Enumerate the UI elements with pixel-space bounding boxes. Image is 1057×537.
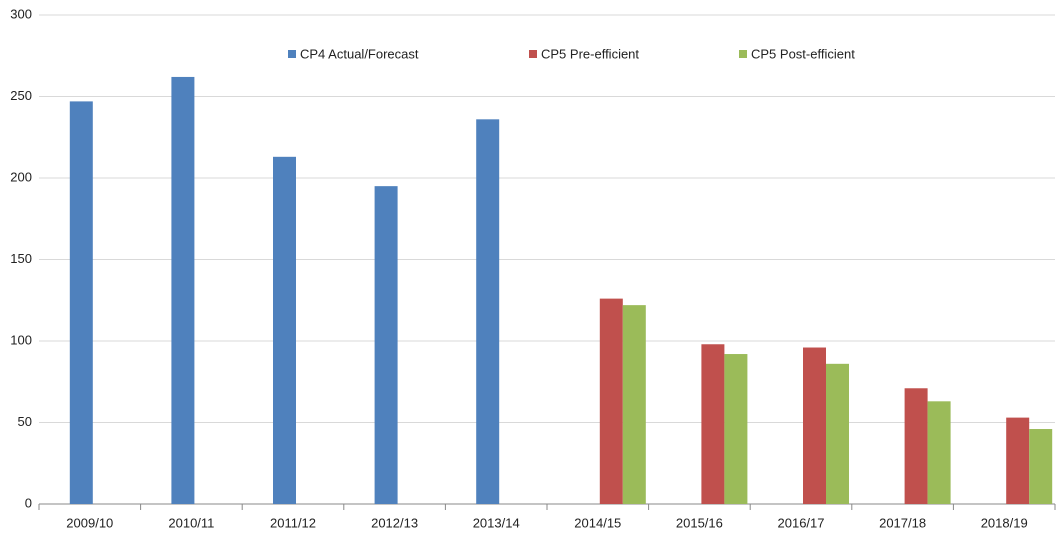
x-tick-label: 2014/15 xyxy=(574,515,621,530)
x-tick-label: 2018/19 xyxy=(981,515,1028,530)
bar xyxy=(273,156,296,504)
legend-label: CP4 Actual/Forecast xyxy=(300,46,419,61)
legend-label: CP5 Post-efficient xyxy=(751,46,855,61)
x-tick-label: 2012/13 xyxy=(371,515,418,530)
x-tick-label: 2010/11 xyxy=(168,515,214,530)
bar xyxy=(701,344,725,504)
y-tick-label: 300 xyxy=(10,6,32,21)
y-tick-label: 50 xyxy=(18,414,32,429)
x-tick-label: 2013/14 xyxy=(473,515,520,530)
bar xyxy=(476,119,500,504)
bar xyxy=(171,76,195,504)
bar xyxy=(927,401,951,504)
y-tick-label: 150 xyxy=(10,251,32,266)
y-tick-label: 0 xyxy=(25,495,32,510)
bar xyxy=(374,186,398,504)
x-tick-label: 2009/10 xyxy=(66,515,113,530)
bar xyxy=(69,101,93,504)
legend-label: CP5 Pre-efficient xyxy=(541,46,639,61)
bar xyxy=(724,354,748,504)
bar xyxy=(1006,417,1030,504)
x-tick-label: 2016/17 xyxy=(778,515,825,530)
legend-swatch xyxy=(739,50,747,58)
bar xyxy=(904,388,928,504)
x-tick-label: 2017/18 xyxy=(879,515,926,530)
bar xyxy=(803,347,826,504)
legend-swatch xyxy=(529,50,537,58)
y-tick-label: 200 xyxy=(10,169,32,184)
bar xyxy=(826,363,849,504)
legend-swatch xyxy=(288,50,296,58)
bar xyxy=(599,298,623,504)
y-tick-label: 250 xyxy=(10,88,32,103)
x-tick-label: 2011/12 xyxy=(270,515,316,530)
bar xyxy=(1029,429,1053,504)
bar xyxy=(622,305,646,504)
x-tick-label: 2015/16 xyxy=(676,515,723,530)
y-tick-label: 100 xyxy=(10,332,32,347)
